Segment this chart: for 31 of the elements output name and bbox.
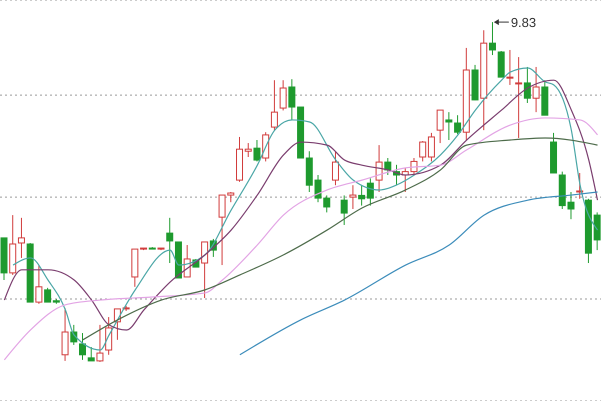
candlestick: [166, 217, 174, 264]
candlestick: [280, 80, 287, 111]
candlestick: [218, 194, 226, 266]
annotation: 9.83: [510, 15, 536, 30]
candlestick: [62, 307, 69, 362]
candlestick: [454, 114, 462, 135]
candlestick: [419, 140, 426, 162]
candlestick: [96, 324, 104, 362]
candlestick: [79, 332, 86, 360]
candlestick: [349, 184, 356, 210]
candlestick: [253, 140, 260, 162]
candlestick: [506, 49, 514, 86]
candlestick: [44, 287, 52, 303]
candlestick: [358, 184, 366, 206]
candlestick: [270, 80, 278, 132]
candlestick: [445, 112, 452, 141]
candlestick: [366, 178, 374, 206]
candlestick: [340, 194, 348, 226]
candlestick: [428, 132, 435, 162]
candlestick: [332, 151, 339, 186]
candlestick: [384, 158, 392, 176]
candlestick: [436, 110, 444, 144]
candlestick: [227, 192, 234, 203]
candlestick: [201, 241, 208, 299]
candlestick: [88, 346, 95, 362]
candlestick: [35, 264, 42, 304]
candlestick: [488, 22, 496, 56]
candlestick: [532, 66, 540, 113]
candlestick: [18, 217, 25, 258]
candlestick: [524, 66, 531, 104]
candlestick: [515, 56, 522, 138]
